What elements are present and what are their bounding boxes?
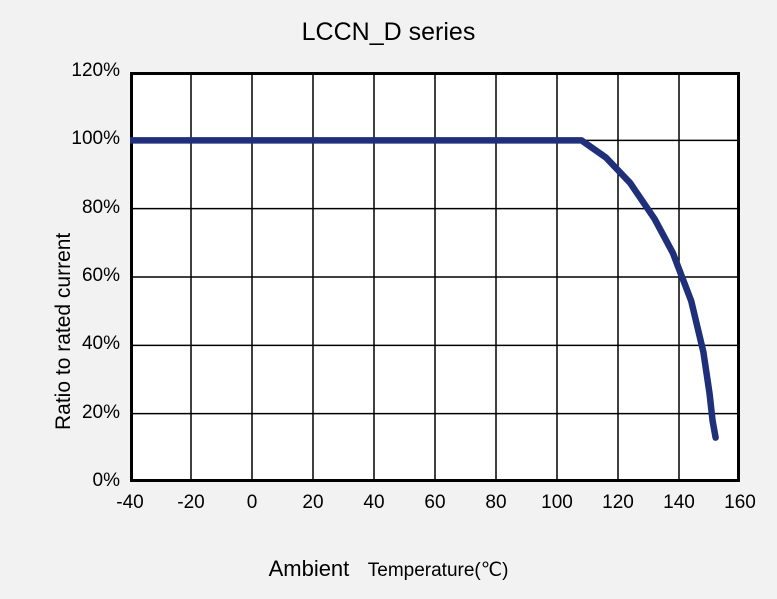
x-tick-label: 160 (720, 492, 760, 514)
x-tick-label: 140 (659, 492, 699, 514)
x-tick-label: 120 (598, 492, 638, 514)
y-tick-label: 0% (93, 470, 120, 492)
y-tick-label: 60% (82, 265, 120, 287)
y-tick-label: 40% (82, 333, 120, 355)
plot-area (130, 72, 740, 482)
x-tick-label: 60 (415, 492, 455, 514)
y-axis-label: Ratio to rated current (52, 233, 76, 430)
x-tick-label: 80 (476, 492, 516, 514)
plot-svg (130, 72, 740, 482)
x-tick-label: -20 (171, 492, 211, 514)
y-tick-label: 100% (71, 128, 120, 150)
chart-title: LCCN_D series (0, 18, 777, 47)
x-axis-label: Ambient Temperature(℃) (0, 556, 777, 582)
x-tick-label: 0 (232, 492, 272, 514)
x-axis-label-a: Ambient (269, 556, 350, 581)
derating-chart: LCCN_D series Ratio to rated current Amb… (0, 0, 777, 599)
y-tick-label: 120% (71, 60, 120, 82)
x-tick-label: 20 (293, 492, 333, 514)
y-tick-label: 20% (82, 402, 120, 424)
x-tick-label: 40 (354, 492, 394, 514)
x-axis-label-b: Temperature(℃) (368, 560, 509, 581)
y-tick-label: 80% (82, 197, 120, 219)
derating-curve (130, 140, 716, 437)
x-tick-label: 100 (537, 492, 577, 514)
x-tick-label: -40 (110, 492, 150, 514)
